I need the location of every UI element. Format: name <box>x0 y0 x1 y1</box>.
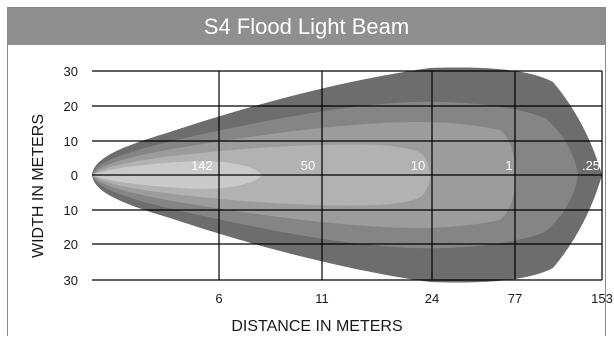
x-axis-ticks: 6 11 24 77 153 <box>215 291 612 306</box>
lux-label-0: 142 <box>191 158 213 173</box>
x-axis-label: DISTANCE IN METERS <box>231 318 402 335</box>
grid <box>92 70 603 281</box>
y-tick-label-4: 10 <box>64 203 78 218</box>
y-tick-label-3: 0 <box>71 168 78 183</box>
lux-label-1: 50 <box>301 158 315 173</box>
lux-labels: 142 50 10 1 .25 <box>191 158 600 173</box>
chart-title: S4 Flood Light Beam <box>8 8 605 45</box>
y-axis-label: WIDTH IN METERS <box>30 114 47 258</box>
y-tick-label-0: 30 <box>64 64 78 79</box>
y-tick-label-2: 10 <box>64 134 78 149</box>
x-tick-label-3: 77 <box>508 291 522 306</box>
lux-label-2: 10 <box>411 158 425 173</box>
x-tick-label-2: 24 <box>425 291 439 306</box>
lux-label-3: 1 <box>505 158 512 173</box>
y-tick-label-6: 30 <box>64 273 78 288</box>
lux-label-4: .25 <box>582 158 600 173</box>
y-axis-ticks: 30 20 10 0 10 20 30 <box>64 64 78 288</box>
x-tick-label-4: 153 <box>591 291 613 306</box>
x-tick-label-1: 11 <box>315 291 329 306</box>
y-tick-label-1: 20 <box>64 99 78 114</box>
y-tick-label-5: 20 <box>64 237 78 252</box>
x-tick-label-0: 6 <box>215 291 222 306</box>
